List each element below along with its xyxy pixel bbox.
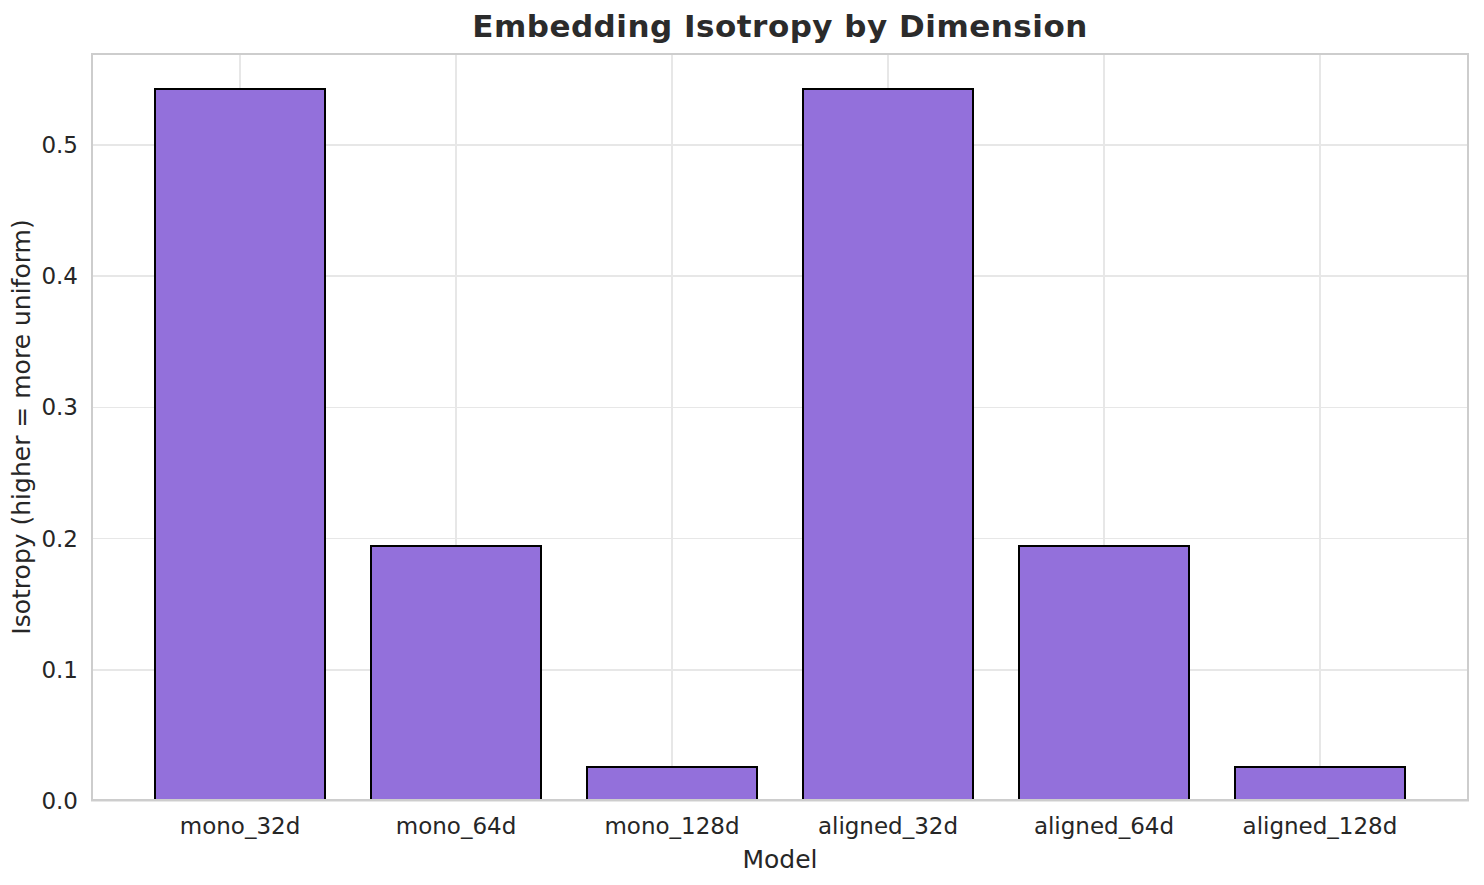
chart-title: Embedding Isotropy by Dimension [91, 8, 1469, 44]
y-tick-label: 0.2 [0, 526, 78, 552]
y-tick-label: 0.5 [0, 132, 78, 158]
v-gridline [1319, 53, 1321, 801]
x-axis-label: Model [91, 845, 1469, 874]
x-tick-label: aligned_64d [1034, 813, 1174, 839]
y-tick-label: 0.1 [0, 657, 78, 683]
x-tick-label: mono_32d [180, 813, 301, 839]
bar-aligned_128d [1234, 766, 1407, 801]
x-tick-label: aligned_128d [1243, 813, 1398, 839]
bar-mono_32d [154, 88, 327, 801]
figure: Embedding Isotropy by Dimension Model Is… [0, 0, 1484, 885]
x-tick-label: mono_64d [396, 813, 517, 839]
bar-mono_128d [586, 766, 759, 801]
y-tick-label: 0.3 [0, 394, 78, 420]
bar-aligned_32d [802, 88, 975, 801]
v-gridline [671, 53, 673, 801]
y-tick-label: 0.0 [0, 788, 78, 814]
plot-area [91, 53, 1469, 801]
bar-aligned_64d [1018, 545, 1191, 801]
x-tick-label: aligned_32d [818, 813, 958, 839]
x-tick-label: mono_128d [604, 813, 739, 839]
y-tick-label: 0.4 [0, 263, 78, 289]
bar-mono_64d [370, 545, 543, 801]
